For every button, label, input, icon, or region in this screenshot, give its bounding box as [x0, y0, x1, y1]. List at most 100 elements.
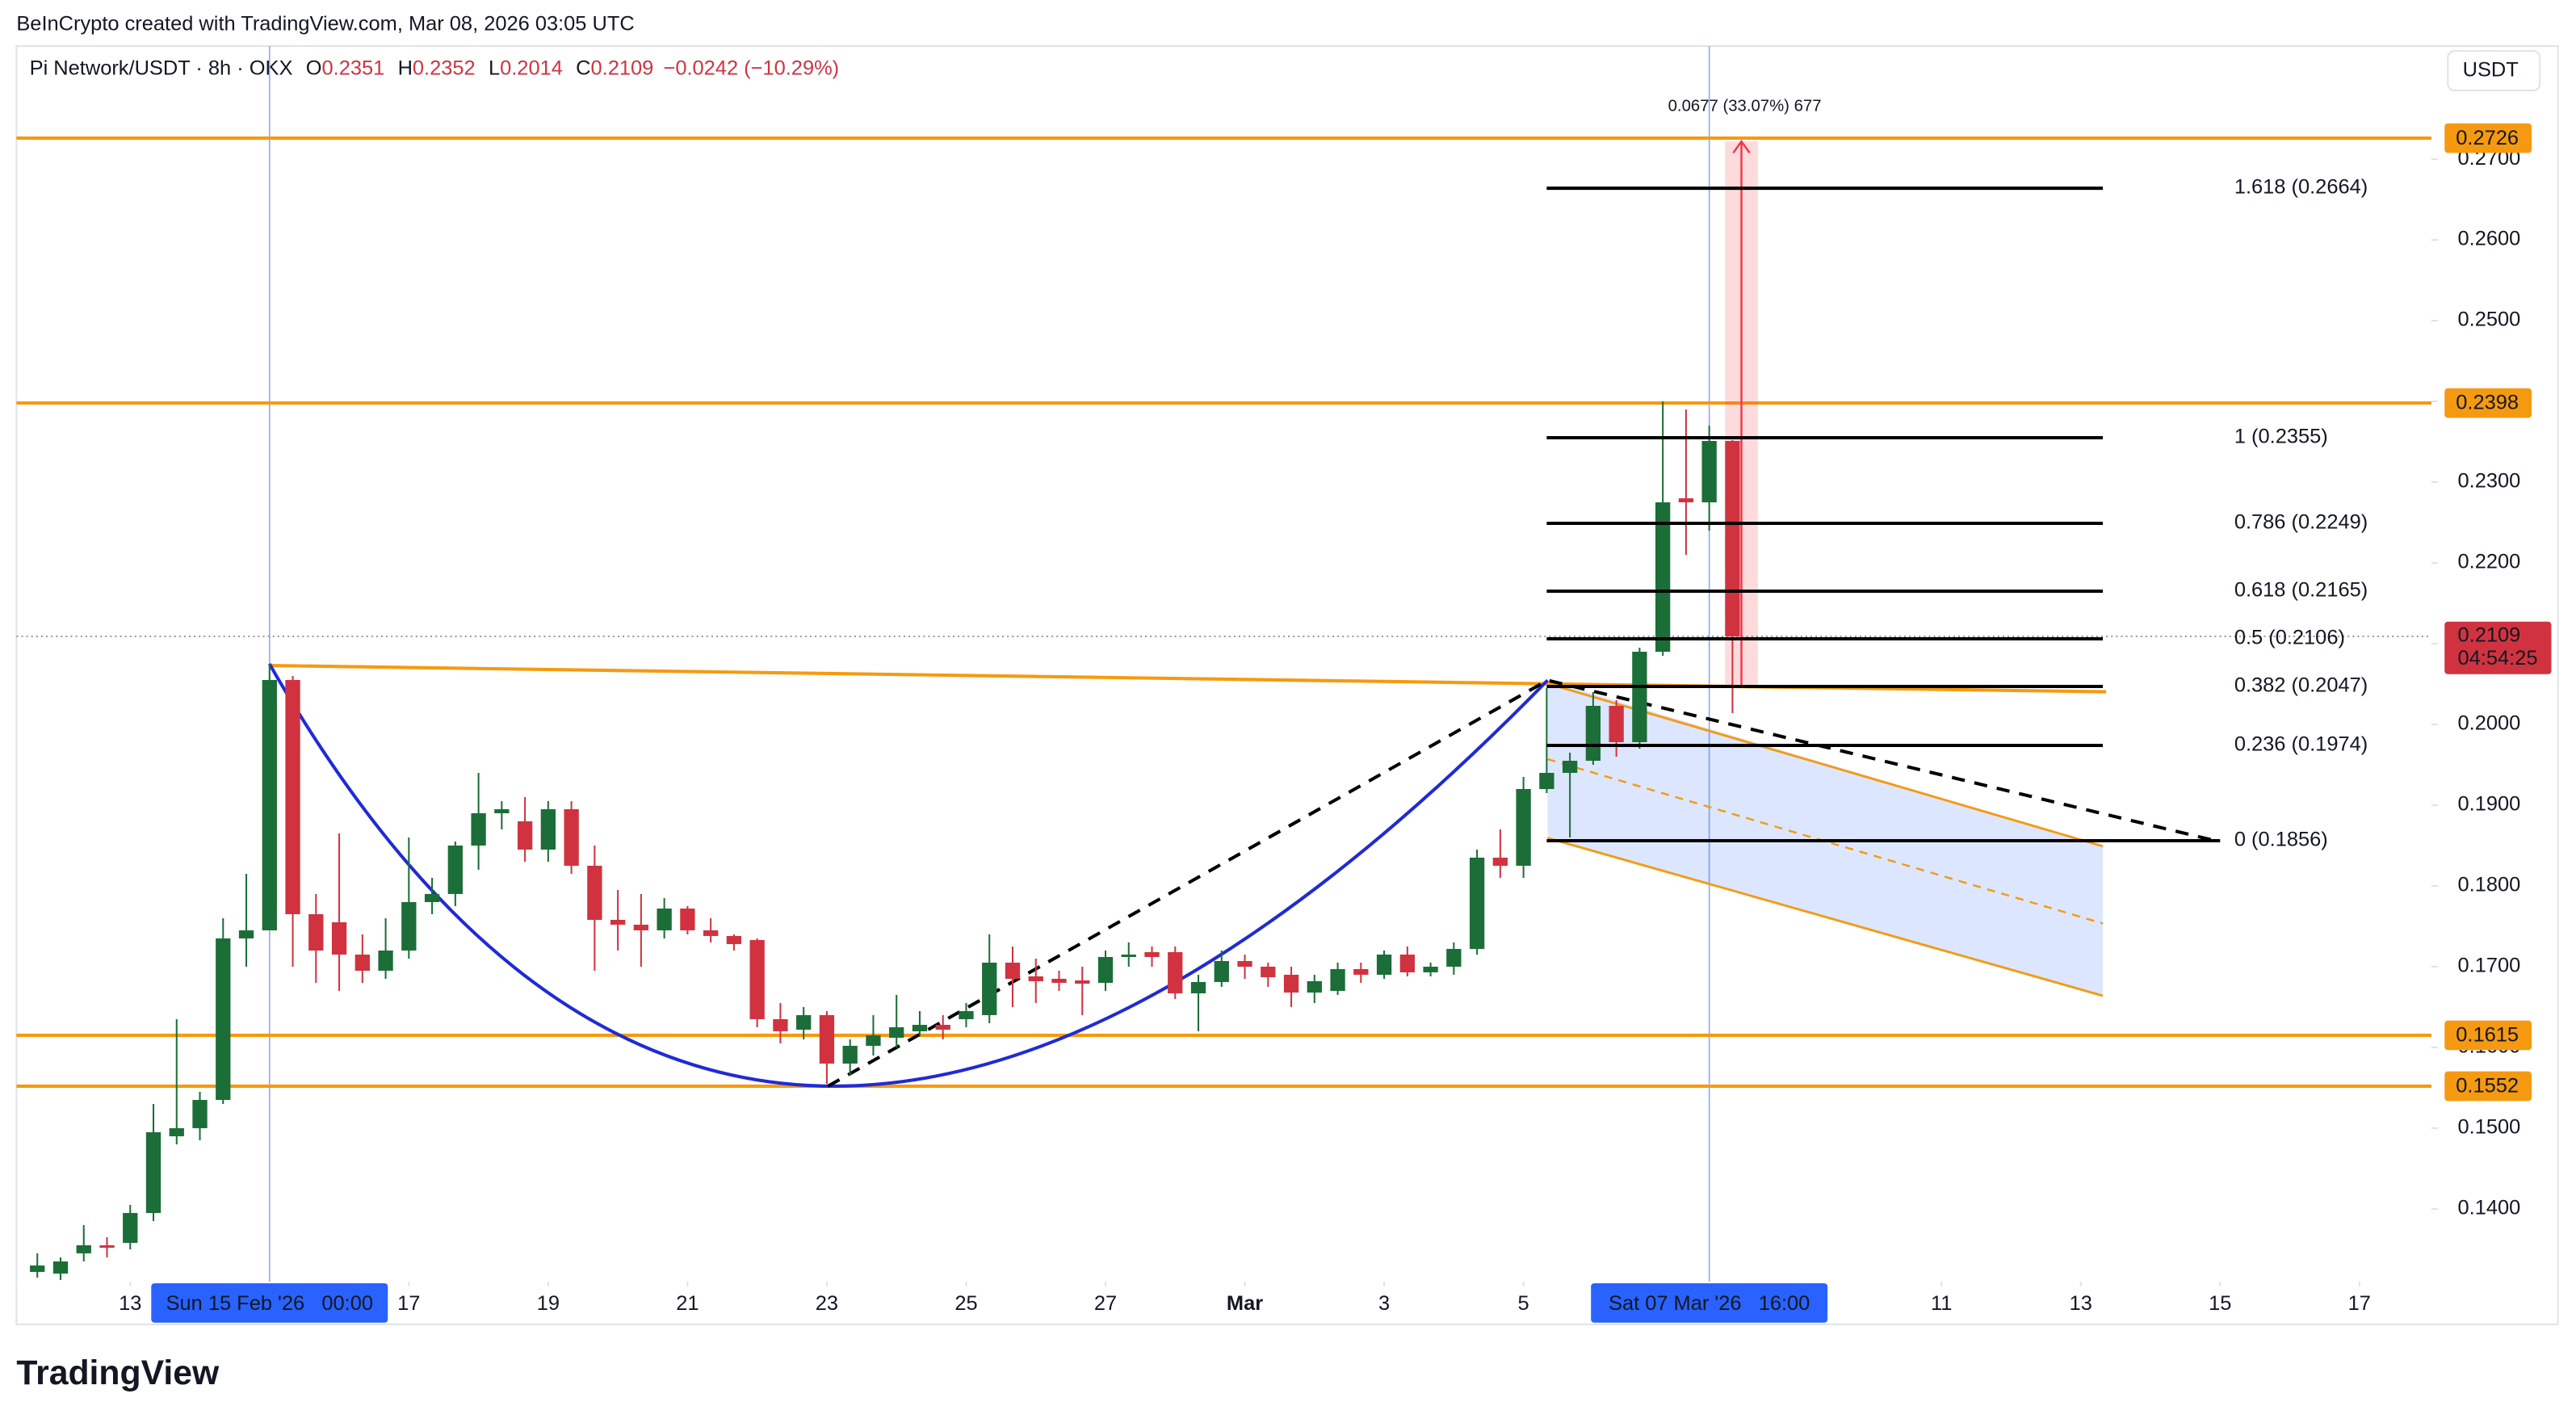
candle-body: [216, 938, 231, 1100]
y-tick-label: 0.1700: [2458, 955, 2521, 977]
crosshair-label: Sat 07 Mar '26 16:00: [1609, 1292, 1810, 1315]
x-tick-label: Mar: [1227, 1292, 1263, 1315]
candle-body: [424, 893, 440, 902]
x-tick-label: 21: [676, 1292, 699, 1315]
x-tick-label: 17: [397, 1292, 420, 1315]
candle-body: [1516, 788, 1531, 866]
currency-box[interactable]: [2447, 50, 2541, 91]
candle-body: [796, 1014, 812, 1030]
level-price-box: [2444, 388, 2532, 418]
level-price-label: 0.1552: [2456, 1075, 2519, 1098]
candle-body: [633, 924, 649, 930]
candle-body: [308, 913, 324, 951]
candle-body: [401, 901, 417, 951]
last-price-label: 0.2109: [2458, 624, 2521, 647]
candle-body: [564, 808, 579, 866]
fib-label: 0.618 (0.2165): [2234, 579, 2368, 602]
channel-mid: [1547, 758, 2104, 925]
candle-body: [494, 808, 510, 813]
candle-body: [1307, 980, 1322, 993]
fib-label: 1.618 (0.2664): [2234, 176, 2368, 199]
candle-body: [447, 845, 463, 894]
brand: TradingView: [16, 1354, 220, 1392]
candle-body: [192, 1099, 208, 1128]
candle-body: [123, 1212, 138, 1243]
candle-body: [703, 930, 719, 936]
candle-body: [935, 1024, 950, 1030]
fib-label: 0.5 (0.2106): [2234, 627, 2345, 649]
candle-body: [1097, 956, 1114, 983]
x-tick-label: 17: [2348, 1292, 2371, 1315]
crosshair-label: Sun 15 Feb '26 00:00: [166, 1292, 373, 1315]
candle-body: [1725, 441, 1740, 637]
fib-label: 0.786 (0.2249): [2234, 511, 2368, 534]
candle-body: [959, 1010, 974, 1019]
candle-body: [52, 1261, 69, 1274]
fib-label: 0.382 (0.2047): [2234, 674, 2368, 697]
candle-body: [1075, 980, 1090, 984]
x-tick-label: 11: [1931, 1292, 1952, 1315]
y-tick-label: 0.1900: [2458, 793, 2521, 816]
level-price-box: [2444, 123, 2532, 153]
y-tick-label: 0.1500: [2458, 1116, 2521, 1139]
candle-body: [1632, 652, 1647, 742]
change: −0.0242 (−10.29%): [663, 57, 839, 79]
candle-body: [1423, 966, 1438, 972]
y-tick-label: 0.1800: [2458, 874, 2521, 896]
candle-body: [1144, 951, 1160, 957]
candle-body: [1237, 960, 1252, 967]
attribution: BeInCrypto created with TradingView.com,…: [16, 12, 634, 35]
fib-label: 0 (0.1856): [2234, 829, 2328, 851]
candle-body: [749, 939, 765, 1019]
currency[interactable]: USDT: [2463, 58, 2519, 81]
candle-body: [680, 908, 695, 930]
candle-body: [1168, 951, 1183, 993]
y-tick-label: 0.1400: [2458, 1197, 2521, 1219]
fib-label: 1 (0.2355): [2234, 426, 2328, 448]
candle-body: [99, 1245, 115, 1248]
candle-body: [1330, 968, 1345, 991]
measure-label: 0.0677 (33.07%) 677: [1668, 98, 1822, 115]
candle-body: [587, 865, 602, 920]
symbol-header: Pi Network/USDT · 8h · OKX O0.2351 H0.2352…: [30, 57, 840, 79]
candle-body: [1283, 974, 1299, 993]
candle-body: [1469, 857, 1485, 949]
falling-channel: [1547, 680, 2104, 996]
candle-body: [471, 812, 486, 846]
candle-body: [982, 962, 997, 1015]
level-price-label: 0.2398: [2456, 392, 2519, 414]
title: Pi Network/USDT · 8h · OKX: [30, 57, 293, 79]
candle-body: [912, 1024, 928, 1031]
level-price-label: 0.1615: [2456, 1024, 2519, 1047]
candle-body: [262, 679, 277, 930]
candle-body: [1655, 502, 1671, 653]
x-tick-label: 15: [2209, 1292, 2231, 1315]
y-tick-label: 0.2500: [2458, 309, 2521, 331]
candle-body: [866, 1035, 881, 1046]
ohlc-value: 0.2109: [591, 57, 654, 79]
candle-body: [331, 921, 347, 955]
candle-body: [1005, 962, 1021, 979]
channel-bottom: [1547, 837, 2104, 997]
candle-body: [30, 1265, 45, 1272]
candle-body: [773, 1018, 788, 1031]
x-tick-label: 3: [1378, 1292, 1390, 1315]
candle-body: [1399, 954, 1415, 972]
candle-body: [285, 679, 300, 914]
y-tick-label: 0.2000: [2458, 712, 2521, 735]
candle-body: [1121, 954, 1136, 957]
candle-body: [657, 908, 672, 930]
candle-body: [1539, 772, 1554, 789]
ohlc-label: O: [306, 57, 322, 79]
crosshair-box: [151, 1282, 388, 1323]
ohlc-label: C: [576, 57, 590, 79]
ohlc-value: 0.2351: [322, 57, 385, 79]
candle-body: [1585, 705, 1601, 761]
countdown: 04:54:25: [2458, 647, 2538, 670]
x-tick-label: 19: [537, 1292, 560, 1315]
candle-body: [889, 1026, 904, 1038]
candle-body: [610, 919, 626, 925]
last-price-box: [2444, 621, 2552, 674]
x-tick-label: 5: [1518, 1292, 1529, 1315]
